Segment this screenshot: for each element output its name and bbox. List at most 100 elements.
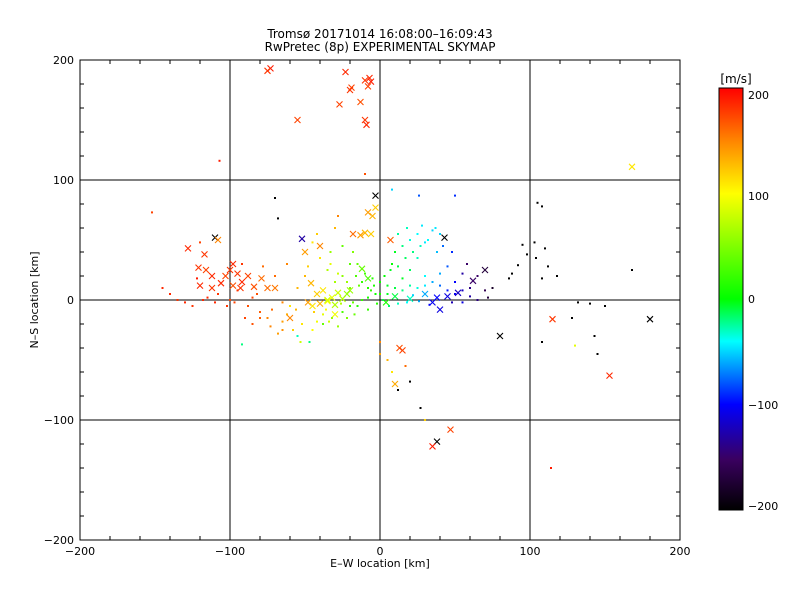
- data-point-dot: [301, 323, 303, 325]
- data-point-dot: [292, 329, 294, 331]
- data-point-dot: [151, 211, 153, 214]
- data-point-cross: [304, 299, 312, 306]
- data-point-dot: [337, 325, 339, 328]
- data-point-dot: [251, 296, 254, 299]
- data-point-cross: [357, 98, 364, 106]
- y-tick-labels: −200 −100 0 100 200: [44, 54, 74, 547]
- data-point-dot: [281, 320, 284, 323]
- data-point-dot: [247, 305, 249, 307]
- chart-subtitle: RwPretec (8p) EXPERIMENTAL SKYMAP: [265, 40, 496, 54]
- data-point-dot: [391, 188, 393, 191]
- data-point-dot: [364, 173, 366, 175]
- data-point-dot: [262, 265, 264, 268]
- data-point-dot: [401, 289, 404, 292]
- data-point-dot: [521, 243, 524, 246]
- y-tick-label: 200: [53, 54, 74, 67]
- data-point-dot: [466, 263, 468, 265]
- data-point-dot: [397, 265, 399, 268]
- data-point-dot: [379, 281, 381, 283]
- data-point-dot: [391, 263, 393, 265]
- data-point-dot: [367, 296, 369, 299]
- data-point-dot: [424, 284, 426, 287]
- data-point-dot: [461, 301, 464, 304]
- data-point-cross: [364, 83, 372, 90]
- data-point-dot: [244, 317, 246, 319]
- data-point-dot: [356, 263, 359, 265]
- data-point-dot: [397, 302, 399, 305]
- data-point-dot: [386, 359, 389, 361]
- data-point-dot: [331, 317, 333, 319]
- data-point-dot: [416, 257, 419, 259]
- data-point-dot: [419, 407, 422, 409]
- data-point-dot: [541, 341, 543, 343]
- data-point-dot: [431, 281, 434, 283]
- data-point-dot: [259, 317, 261, 319]
- data-point-dot: [337, 215, 339, 217]
- data-point-dot: [311, 329, 314, 331]
- data-point-dot: [461, 272, 464, 275]
- data-point-dot: [547, 265, 549, 268]
- axis-ticks: [79, 59, 681, 541]
- data-point-dot: [316, 320, 318, 323]
- data-point-dot: [454, 281, 456, 283]
- data-point-dot: [386, 293, 389, 295]
- data-point-cross: [234, 270, 241, 277]
- data-point-dot: [541, 277, 543, 280]
- data-point-dot: [397, 233, 399, 235]
- data-point-dot: [169, 293, 171, 295]
- data-point-dot: [266, 317, 269, 319]
- data-point-dot: [401, 245, 404, 247]
- data-point-dot: [511, 272, 513, 275]
- x-tick-label: 100: [520, 545, 541, 558]
- data-point-cross: [406, 295, 414, 303]
- data-point-cross: [372, 204, 379, 211]
- data-point-cross: [307, 279, 315, 287]
- data-point-dot: [412, 251, 414, 253]
- data-point-dot: [589, 302, 591, 305]
- data-point-cross: [202, 266, 210, 274]
- data-point-cross: [361, 77, 369, 84]
- data-point-cross: [316, 300, 324, 307]
- data-point-dot: [191, 305, 194, 307]
- y-tick-label: 0: [67, 294, 74, 307]
- data-point-cross: [369, 212, 376, 220]
- data-point-cross: [364, 275, 372, 282]
- data-point-dot: [631, 269, 633, 271]
- data-point-dot: [296, 335, 299, 337]
- data-point-dot: [341, 245, 344, 247]
- data-point-cross: [208, 284, 216, 292]
- data-point-cross: [264, 284, 271, 292]
- data-point-cross: [391, 293, 399, 300]
- data-point-dot: [434, 227, 437, 229]
- data-point-dot: [416, 287, 419, 289]
- data-point-dot: [206, 296, 209, 299]
- data-point-dot: [311, 241, 314, 244]
- data-point-cross: [363, 121, 370, 129]
- data-point-dot: [424, 275, 426, 277]
- data-point-dot: [379, 293, 381, 295]
- data-point-dot: [439, 284, 441, 287]
- data-point-dot: [376, 302, 378, 305]
- data-point-cross: [226, 266, 234, 274]
- data-point-dot: [374, 293, 377, 295]
- data-point-dot: [404, 365, 407, 367]
- data-point-dot: [409, 380, 411, 383]
- data-point-dot: [286, 313, 288, 316]
- data-point-cross: [324, 297, 331, 305]
- data-point-cross: [357, 231, 364, 239]
- data-point-cross: [313, 290, 321, 298]
- data-point-dot: [184, 301, 186, 304]
- data-point-dot: [229, 299, 231, 301]
- data-point-dot: [355, 275, 357, 277]
- data-point-dot: [424, 241, 426, 244]
- data-point-dot: [304, 275, 306, 277]
- data-point-dot: [535, 257, 537, 259]
- data-point-dot: [442, 245, 444, 247]
- grid-lines: [80, 60, 680, 540]
- data-point-dot: [340, 302, 342, 305]
- data-point-dot: [295, 308, 297, 311]
- data-point-dot: [446, 289, 449, 292]
- data-point-dot: [289, 305, 291, 307]
- data-point-dot: [476, 299, 479, 301]
- data-point-dot: [412, 294, 414, 297]
